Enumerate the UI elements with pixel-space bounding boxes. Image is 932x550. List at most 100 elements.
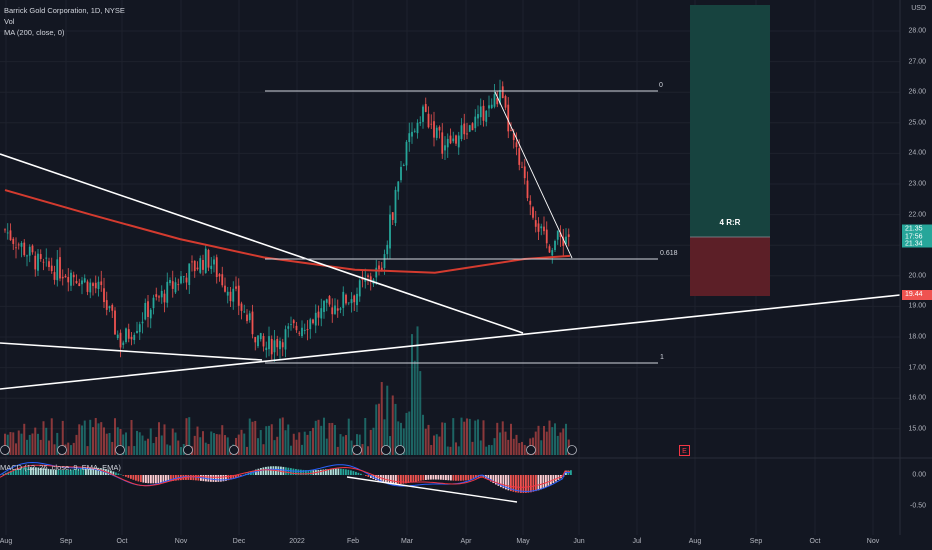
- candle-body: [246, 314, 248, 322]
- price-candles: [4, 79, 570, 362]
- macd-bar: [27, 467, 30, 475]
- volume-bar: [518, 442, 521, 455]
- volume-bar: [158, 422, 160, 455]
- macd-bar: [70, 469, 72, 475]
- macd-bar: [60, 469, 62, 475]
- event-markers[interactable]: [0, 445, 577, 455]
- macd-bar: [155, 475, 157, 484]
- volume-bar: [391, 395, 394, 455]
- volume-bar: [449, 446, 452, 455]
- macd-bar: [425, 475, 427, 480]
- candle-body: [303, 329, 306, 331]
- ma200-line[interactable]: [4, 189, 571, 274]
- time-tick: Aug: [688, 538, 702, 545]
- chart-legend[interactable]: Barrick Gold Corporation, 1D, NYSE Vol M…: [4, 5, 125, 38]
- candle-body: [364, 278, 367, 282]
- symbol-title[interactable]: Barrick Gold Corporation, 1D, NYSE: [4, 6, 125, 15]
- time-tick: Jun: [573, 538, 585, 545]
- loss-zone[interactable]: [690, 237, 770, 296]
- candle-body: [463, 123, 466, 135]
- candle-body: [532, 207, 534, 218]
- macd-bar: [117, 473, 120, 475]
- price-tick: 25.00: [908, 119, 926, 127]
- time-tick: 2022: [289, 538, 305, 545]
- candle-body: [50, 265, 53, 272]
- candle-body: [295, 325, 298, 331]
- price-tick: 22.00: [908, 211, 926, 219]
- pullback-line[interactable]: [494, 91, 573, 259]
- candle-body: [474, 116, 477, 129]
- candle-body: [559, 232, 562, 237]
- macd-bar: [25, 467, 27, 475]
- ma-legend[interactable]: MA (200, close, 0): [4, 28, 65, 37]
- earnings-marker[interactable]: E: [679, 445, 690, 456]
- price-axis[interactable]: 28.0027.0026.0025.0024.0023.0022.0021.00…: [900, 0, 932, 510]
- macd-bar: [550, 475, 552, 485]
- macd-bar: [537, 475, 540, 491]
- volume-bar: [482, 420, 485, 455]
- candle-body: [490, 104, 493, 108]
- candle-body: [28, 246, 31, 256]
- macd-bar: [405, 475, 407, 484]
- volume-bar: [493, 438, 496, 455]
- volume-bar: [372, 427, 375, 455]
- ascending-trendline[interactable]: [0, 294, 901, 390]
- volume-bar: [193, 435, 196, 455]
- macd-bar: [302, 469, 305, 475]
- lower-trendline[interactable]: [0, 342, 263, 361]
- volume-bar: [15, 443, 17, 455]
- macd-bar: [240, 475, 242, 476]
- candle-body: [298, 332, 301, 334]
- candle-body: [433, 121, 435, 138]
- candle-body: [138, 324, 141, 333]
- candle-body: [378, 265, 380, 270]
- macd-bar: [442, 475, 445, 480]
- macd-bar: [357, 472, 360, 475]
- volume-bar: [521, 441, 523, 455]
- candle-body: [70, 272, 72, 286]
- volume-legend[interactable]: Vol: [4, 17, 15, 26]
- volume-bar: [28, 434, 31, 455]
- candle-body: [556, 230, 559, 240]
- event-circle-icon: [395, 445, 405, 455]
- candle-body: [499, 90, 501, 104]
- candle-body: [397, 181, 400, 192]
- volume-bar: [350, 440, 353, 455]
- macd-legend[interactable]: MACD (12, 26, close, 9, EMA, EMA): [0, 463, 121, 472]
- macd-divergence-line[interactable]: [346, 476, 518, 503]
- candle-body: [270, 338, 273, 355]
- currency-label: USD: [911, 5, 926, 12]
- macd-bar: [402, 475, 405, 484]
- candle-body: [526, 180, 529, 199]
- macd-bar: [255, 469, 257, 475]
- candle-body: [279, 340, 281, 350]
- candle-body: [221, 274, 224, 286]
- profit-zone[interactable]: [690, 5, 770, 237]
- volume-bar: [455, 442, 457, 455]
- candle-body: [416, 122, 419, 134]
- candle-body: [345, 294, 347, 304]
- macd-bar: [520, 475, 522, 493]
- macd-bar: [212, 475, 215, 482]
- macd-bar: [15, 469, 17, 475]
- descending-trendline[interactable]: [0, 153, 524, 334]
- volume-bar: [39, 439, 42, 455]
- candle-body: [466, 133, 468, 135]
- volume-bar: [309, 431, 312, 455]
- volume-bar: [413, 360, 416, 455]
- candle-body: [56, 259, 59, 281]
- macd-bar: [67, 469, 70, 475]
- time-axis[interactable]: Aug Sep Oct Nov Dec 2022 Feb Mar Apr May Jun Jul Aug…: [0, 535, 900, 550]
- candle-body: [507, 104, 510, 132]
- macd-bar: [112, 471, 115, 475]
- candle-body: [89, 282, 92, 293]
- fib-label-1: 1: [660, 354, 664, 361]
- macd-bar: [2, 473, 5, 475]
- volume-bar: [136, 430, 138, 455]
- volume-bar: [125, 432, 127, 455]
- candle-body: [196, 267, 199, 270]
- candle-body: [204, 248, 207, 274]
- macd-bar: [395, 475, 397, 485]
- macd-bar: [62, 470, 65, 475]
